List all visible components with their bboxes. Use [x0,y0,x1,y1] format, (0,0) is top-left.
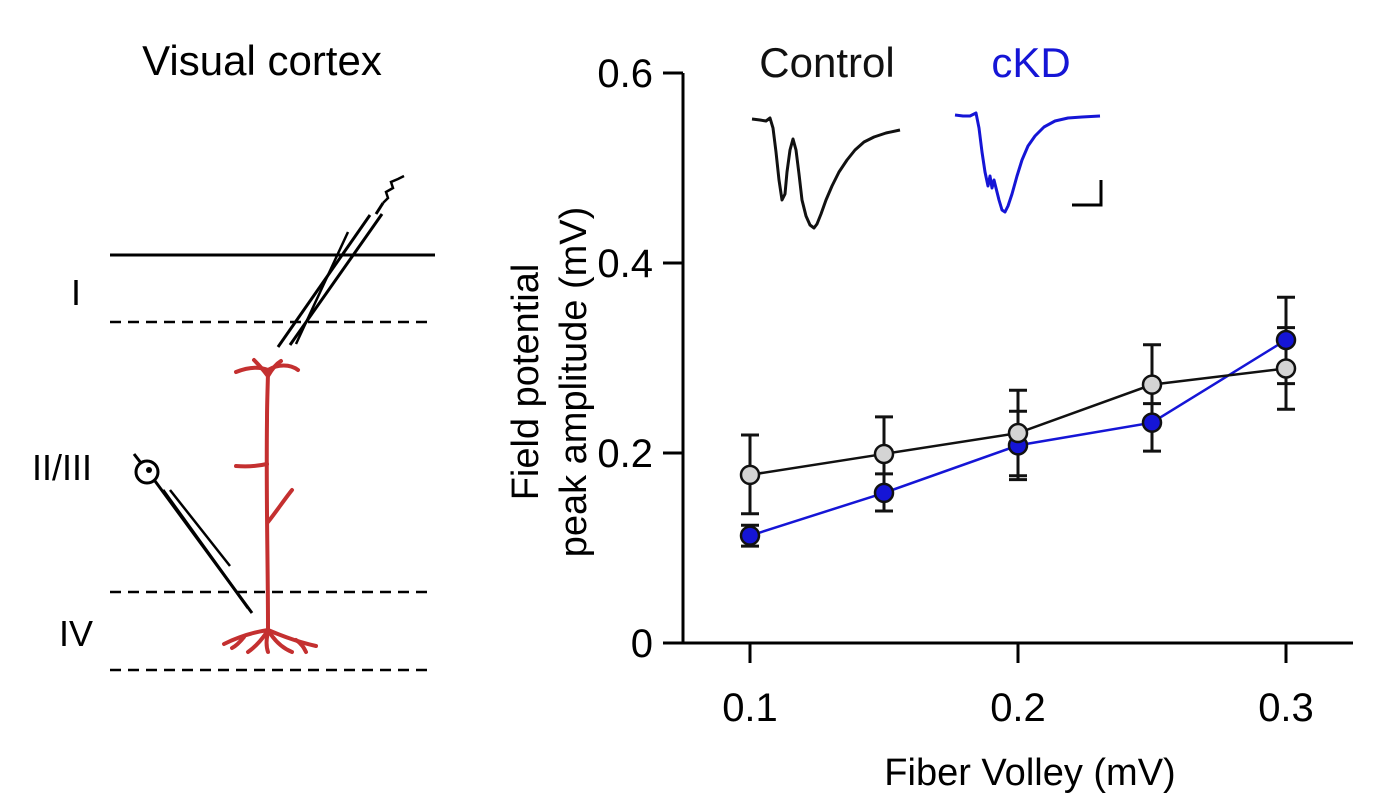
chart: 0 0.2 0.4 0.6 0.1 0.2 0.3 Fiber Volley (mV) Fi… [505,39,1353,794]
y-axis-title: Field potential peak amplitude (mV) [505,207,595,558]
legend-label-ckd: cKD [991,39,1070,86]
schematic-title: Visual cortex [142,37,382,84]
data-point-ckd [1275,329,1297,351]
control-example-trace [751,116,901,230]
x-tick-label: 0.3 [1258,686,1314,730]
stimulating-electrode [132,453,254,614]
y-tick-label: 0.6 [597,52,653,96]
data-point-control [1141,374,1163,395]
layer-label-i: I [71,272,81,313]
y-tick-label: 0.2 [597,432,653,476]
recording-electrode [276,174,405,348]
legend: Control cKD [751,39,1103,230]
pyramidal-neuron [222,358,318,654]
data-point-ckd [873,482,895,504]
data-point-ckd [1141,412,1163,433]
data-point-ckd [739,525,761,546]
scale-bar-icon [1072,180,1103,207]
y-axis-title-line-1: Field potential [505,264,547,501]
layer-label-iv: IV [59,613,93,654]
ckd-example-trace [954,111,1101,214]
axes: 0 0.2 0.4 0.6 0.1 0.2 0.3 [597,52,1353,730]
series-layer [739,295,1297,548]
layer-label-ii-iii: II/III [32,447,92,488]
data-point-control [739,464,761,486]
legend-label-control: Control [759,39,894,86]
data-point-control [1275,358,1297,379]
x-tick-label: 0.1 [722,686,778,730]
y-tick-label: 0 [631,622,653,666]
y-axis-title-line-2: peak amplitude (mV) [553,207,595,558]
cortex-schematic: Visual cortex I II/III IV [32,37,435,672]
data-point-control [1007,422,1029,444]
data-point-control [873,443,895,465]
x-tick-label: 0.2 [990,686,1046,730]
y-tick-label: 0.4 [597,242,653,286]
x-axis-title: Fiber Volley (mV) [884,752,1175,794]
